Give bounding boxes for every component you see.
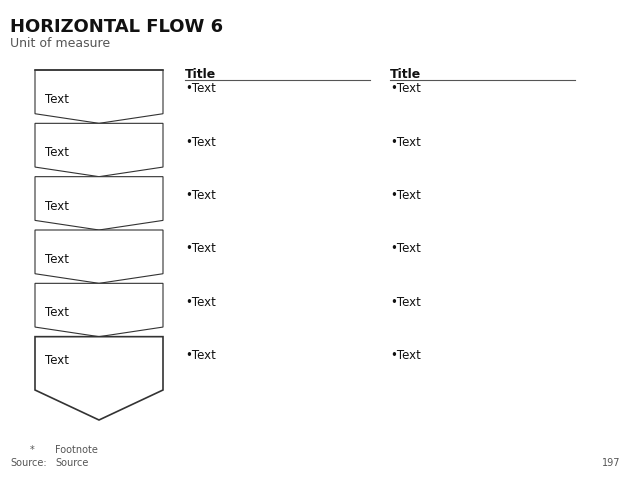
Text: Title: Title	[390, 68, 421, 81]
Text: 197: 197	[602, 458, 620, 468]
Text: •Text: •Text	[185, 82, 216, 95]
Text: Text: Text	[45, 146, 69, 159]
Text: Text: Text	[45, 253, 69, 266]
Polygon shape	[35, 230, 163, 283]
Text: •Text: •Text	[390, 189, 421, 202]
Text: Unit of measure: Unit of measure	[10, 37, 110, 50]
Text: •Text: •Text	[390, 135, 421, 148]
Text: •Text: •Text	[390, 242, 421, 255]
Polygon shape	[35, 70, 163, 123]
Text: •Text: •Text	[185, 242, 216, 255]
Text: •Text: •Text	[185, 349, 216, 362]
Text: Text: Text	[45, 354, 69, 367]
Text: •Text: •Text	[390, 349, 421, 362]
Polygon shape	[35, 283, 163, 336]
Text: •Text: •Text	[185, 189, 216, 202]
Polygon shape	[35, 123, 163, 177]
Text: Footnote: Footnote	[55, 445, 98, 455]
Text: *: *	[30, 445, 35, 455]
Text: Title: Title	[185, 68, 216, 81]
Text: Text: Text	[45, 200, 69, 213]
Polygon shape	[35, 177, 163, 230]
Text: Source: Source	[55, 458, 88, 468]
Text: •Text: •Text	[185, 135, 216, 148]
Text: Source:: Source:	[10, 458, 47, 468]
Text: Text: Text	[45, 93, 69, 106]
Text: •Text: •Text	[390, 296, 421, 309]
Text: Text: Text	[45, 306, 69, 319]
Text: •Text: •Text	[390, 82, 421, 95]
Text: •Text: •Text	[185, 296, 216, 309]
Text: HORIZONTAL FLOW 6: HORIZONTAL FLOW 6	[10, 18, 223, 36]
Polygon shape	[35, 336, 163, 420]
